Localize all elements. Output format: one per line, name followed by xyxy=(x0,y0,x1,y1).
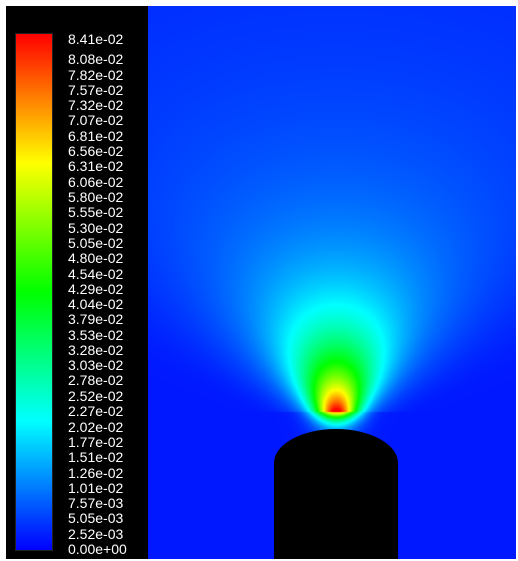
colorbar-tick-label: 5.80e-02 xyxy=(68,189,124,206)
colorbar-tick-label: 1.01e-02 xyxy=(68,479,124,496)
colorbar-tick-label: 5.05e-02 xyxy=(68,234,124,251)
colorbar-tick-label: 4.80e-02 xyxy=(68,249,124,266)
colorbar-tick-label: 7.57e-03 xyxy=(68,495,124,512)
colorbar-tick-label: 1.77e-02 xyxy=(68,433,124,450)
colorbar-tick-label: 2.02e-02 xyxy=(68,418,124,435)
nozzle-obstacle xyxy=(274,429,398,559)
colorbar-tick-label: 1.26e-02 xyxy=(68,464,124,481)
colorbar-tick-label: 3.03e-02 xyxy=(68,357,124,374)
colorbar-tick-label: 0.00e+00 xyxy=(68,541,127,557)
colorbar-tick-label: 2.27e-02 xyxy=(68,403,124,420)
colorbar-tick-label: 4.54e-02 xyxy=(68,265,124,282)
colorbar-tick-label: 1.51e-02 xyxy=(68,449,124,466)
colorbar-tick-label: 5.05e-03 xyxy=(68,510,124,527)
colorbar-tick-label: 5.30e-02 xyxy=(68,219,124,236)
colorbar-tick-label: 3.79e-02 xyxy=(68,311,124,328)
colorbar-tick-label: 3.53e-02 xyxy=(68,326,124,343)
colorbar-tick-label: 2.52e-02 xyxy=(68,388,124,405)
colorbar-tick-label: 7.07e-02 xyxy=(68,112,124,129)
colorbar-tick-label: 2.78e-02 xyxy=(68,372,124,389)
colorbar-tick-label: 7.82e-02 xyxy=(68,66,124,83)
colorbar-tick-label: 7.57e-02 xyxy=(68,81,124,98)
colorbar-tick-label: 8.08e-02 xyxy=(68,51,124,67)
colorbar-tick-label: 4.04e-02 xyxy=(68,296,124,312)
colorbar-tick-label: 6.81e-02 xyxy=(68,128,124,145)
colorbar-tick-label: 6.56e-02 xyxy=(68,143,124,160)
colorbar-tick-label: 6.31e-02 xyxy=(68,158,124,175)
colorbar-tick-label: 4.29e-02 xyxy=(68,280,124,297)
colorbar-tick-label: 8.41e-02 xyxy=(68,31,124,47)
colorbar-tick-label: 2.52e-03 xyxy=(68,525,124,542)
colorbar-gradient xyxy=(15,33,53,551)
colorbar-legend: 8.41e-02 8.08e-02 7.82e-02 7.57e-02 7.32e-02… xyxy=(6,6,148,559)
contour-plot-area xyxy=(148,6,516,559)
colorbar-tick-label: 3.28e-02 xyxy=(68,342,124,359)
colorbar-tick-label: 5.55e-02 xyxy=(68,204,124,221)
colorbar-tick-label: 7.32e-02 xyxy=(68,97,124,114)
contour-figure: 8.41e-02 8.08e-02 7.82e-02 7.57e-02 7.32e-02… xyxy=(6,6,516,559)
colorbar-tick-label: 6.06e-02 xyxy=(68,173,124,190)
